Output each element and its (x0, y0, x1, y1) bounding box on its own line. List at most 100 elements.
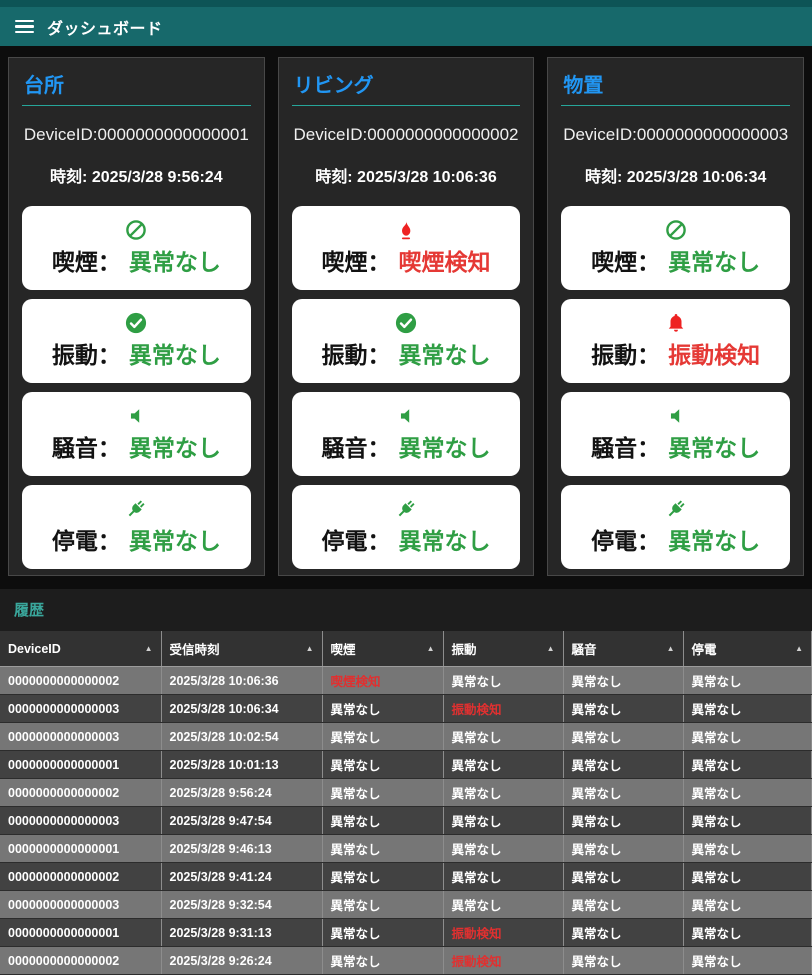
column-label: 騒音 (571, 643, 597, 657)
cell-status: 異常なし (683, 890, 812, 919)
column-header-騒音[interactable]: 騒音 ▲ (563, 631, 684, 667)
cell-status: 異常なし (683, 806, 812, 835)
status-value: 異常なし (398, 435, 491, 461)
sort-ascending-icon[interactable]: ▲ (795, 643, 803, 653)
cell-status: 異常なし (563, 862, 684, 891)
device-cards: 台所 DeviceID:0000000000000001 時刻: 2025/3/28… (0, 46, 812, 589)
column-header-停電[interactable]: 停電 ▲ (683, 631, 812, 667)
cell-status: 異常なし (322, 918, 444, 947)
sensor-name: 喫煙： (51, 249, 121, 275)
plug-icon (665, 498, 687, 520)
sort-ascending-icon[interactable]: ▲ (305, 643, 314, 653)
cell-device-id: 0000000000000002 (0, 946, 162, 975)
cell-status: 喫煙検知 (322, 666, 444, 695)
sort-ascending-icon[interactable]: ▲ (666, 643, 675, 653)
status-tile: 喫煙： 異常なし (561, 206, 791, 290)
card-title: リビング (291, 64, 521, 106)
card-title: 物置 (561, 64, 791, 106)
table-row: 0000000000000003 2025/3/28 10:06:34 異常なし 振動… (0, 694, 812, 723)
cell-status: 異常なし (322, 806, 444, 835)
sensor-name: 騒音： (321, 435, 391, 461)
cell-status: 異常なし (443, 806, 564, 835)
cell-status: 異常なし (683, 778, 812, 807)
status-value: 異常なし (668, 249, 761, 275)
cell-status: 異常なし (443, 750, 564, 779)
cell-status: 振動検知 (443, 946, 564, 975)
table-row: 0000000000000002 2025/3/28 10:06:36 喫煙検知 異常… (0, 666, 812, 695)
status-tile: 振動： 異常なし (291, 299, 521, 383)
cell-time: 2025/3/28 10:02:54 (161, 722, 323, 751)
cell-status: 異常なし (322, 862, 444, 891)
status-tile: 停電： 異常なし (22, 485, 251, 569)
status-tile: 喫煙： 異常なし (22, 206, 251, 290)
cell-status: 異常なし (322, 834, 444, 863)
cell-device-id: 0000000000000001 (0, 834, 162, 863)
status-value: 異常なし (398, 342, 491, 368)
column-header-喫煙[interactable]: 喫煙 ▲ (322, 631, 444, 667)
volume-off-icon (395, 405, 417, 427)
history-section: 履歴 DeviceID ▲ 受信時刻 ▲ 喫煙 ▲ 振動 ▲ 騒音 ▲ 停電 ▲ 0000000000… (0, 589, 812, 975)
volume-off-icon (125, 405, 147, 427)
table-row: 0000000000000002 2025/3/28 9:26:24 異常なし 振動検… (0, 946, 812, 975)
column-header-受信時刻[interactable]: 受信時刻 ▲ (161, 631, 323, 667)
column-header-deviceid[interactable]: DeviceID ▲ (0, 631, 162, 667)
status-tile: 停電： 異常なし (291, 485, 521, 569)
cell-status: 異常なし (683, 834, 812, 863)
status-value: 異常なし (128, 249, 221, 275)
tile-label: 騒音： 異常なし (591, 429, 760, 463)
cell-time: 2025/3/28 10:06:36 (161, 666, 323, 695)
volume-off-icon (665, 405, 687, 427)
cell-status: 異常なし (683, 750, 812, 779)
status-tiles: 喫煙： 異常なし 振動： 振動検知 騒音： 異常なし 停電： 異常なし (561, 206, 791, 569)
cell-time: 2025/3/28 9:41:24 (161, 862, 323, 891)
plug-icon (125, 498, 147, 520)
status-value: 異常なし (128, 528, 221, 554)
sensor-name: 騒音： (51, 435, 121, 461)
sort-ascending-icon[interactable]: ▲ (426, 643, 435, 653)
sensor-name: 停電： (591, 528, 661, 554)
sort-ascending-icon[interactable]: ▲ (144, 643, 153, 653)
cell-status: 異常なし (683, 666, 812, 695)
cell-status: 異常なし (563, 946, 684, 975)
cell-status: 異常なし (443, 890, 564, 919)
cell-status: 異常なし (563, 666, 684, 695)
table-row: 0000000000000003 2025/3/28 9:32:54 異常なし 異常な… (0, 890, 812, 919)
history-header-row: DeviceID ▲ 受信時刻 ▲ 喫煙 ▲ 振動 ▲ 騒音 ▲ 停電 ▲ (0, 631, 812, 667)
cell-status: 異常なし (443, 834, 564, 863)
cell-status: 異常なし (683, 722, 812, 751)
column-label: 受信時刻 (169, 643, 220, 657)
cell-status: 異常なし (683, 862, 812, 891)
cell-time: 2025/3/28 10:06:34 (161, 694, 323, 723)
sort-ascending-icon[interactable]: ▲ (546, 643, 555, 653)
column-header-振動[interactable]: 振動 ▲ (443, 631, 564, 667)
device-id: DeviceID:0000000000000001 (23, 125, 249, 144)
tile-label: 喫煙： 喫煙検知 (322, 243, 491, 277)
sensor-name: 振動： (321, 342, 391, 368)
cell-device-id: 0000000000000003 (0, 890, 162, 919)
cell-status: 異常なし (443, 862, 564, 891)
tile-label: 振動： 異常なし (322, 336, 491, 370)
sensor-name: 停電： (51, 528, 121, 554)
cell-status: 異常なし (563, 722, 684, 751)
cell-status: 異常なし (683, 946, 812, 975)
sensor-name: 喫煙： (321, 249, 391, 275)
ban-icon (125, 219, 147, 241)
status-value: 振動検知 (668, 342, 761, 368)
cell-status: 異常なし (322, 750, 444, 779)
main-content: 台所 DeviceID:0000000000000001 時刻: 2025/3/28… (0, 46, 812, 975)
cell-status: 振動検知 (443, 694, 564, 723)
device-card: 物置 DeviceID:0000000000000003 時刻: 2025/3/28… (547, 57, 805, 576)
menu-icon[interactable] (15, 19, 34, 34)
sensor-name: 振動： (51, 342, 121, 368)
cell-time: 2025/3/28 9:31:13 (161, 918, 323, 947)
status-tile: 騒音： 異常なし (22, 392, 251, 476)
card-timestamp: 時刻: 2025/3/28 9:56:24 (50, 169, 223, 186)
tile-label: 停電： 異常なし (52, 522, 221, 556)
table-row: 0000000000000001 2025/3/28 10:01:13 異常なし 異常… (0, 750, 812, 779)
cell-status: 異常なし (563, 890, 684, 919)
cell-time: 2025/3/28 9:56:24 (161, 778, 323, 807)
cell-status: 振動検知 (443, 918, 564, 947)
status-tile: 停電： 異常なし (561, 485, 791, 569)
cell-device-id: 0000000000000003 (0, 806, 162, 835)
status-value: 異常なし (128, 342, 221, 368)
